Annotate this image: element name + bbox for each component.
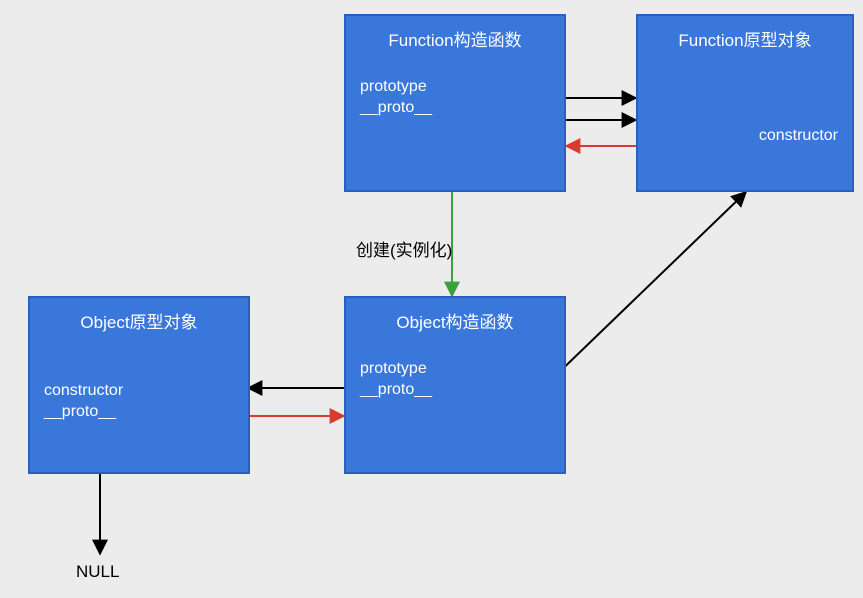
node-line: __proto__ <box>360 98 550 119</box>
node-title: Object原型对象 <box>44 308 234 333</box>
label-instantiate: 创建(实例化) <box>356 236 452 261</box>
node-title: Function原型对象 <box>652 26 838 51</box>
node-function-prototype: Function原型对象 constructor <box>636 14 854 192</box>
node-function-constructor: Function构造函数 prototype __proto__ <box>344 14 566 192</box>
node-line: prototype <box>360 77 550 98</box>
node-object-constructor: Object构造函数 prototype __proto__ <box>344 296 566 474</box>
node-line: constructor <box>44 381 234 402</box>
node-title: Object构造函数 <box>360 308 550 333</box>
node-line: constructor <box>759 126 838 147</box>
node-title: Function构造函数 <box>360 26 550 51</box>
label-null: NULL <box>76 562 119 582</box>
node-object-prototype: Object原型对象 constructor __proto__ <box>28 296 250 474</box>
node-line: __proto__ <box>44 402 234 423</box>
node-line: prototype <box>360 359 550 380</box>
node-line: __proto__ <box>360 380 550 401</box>
